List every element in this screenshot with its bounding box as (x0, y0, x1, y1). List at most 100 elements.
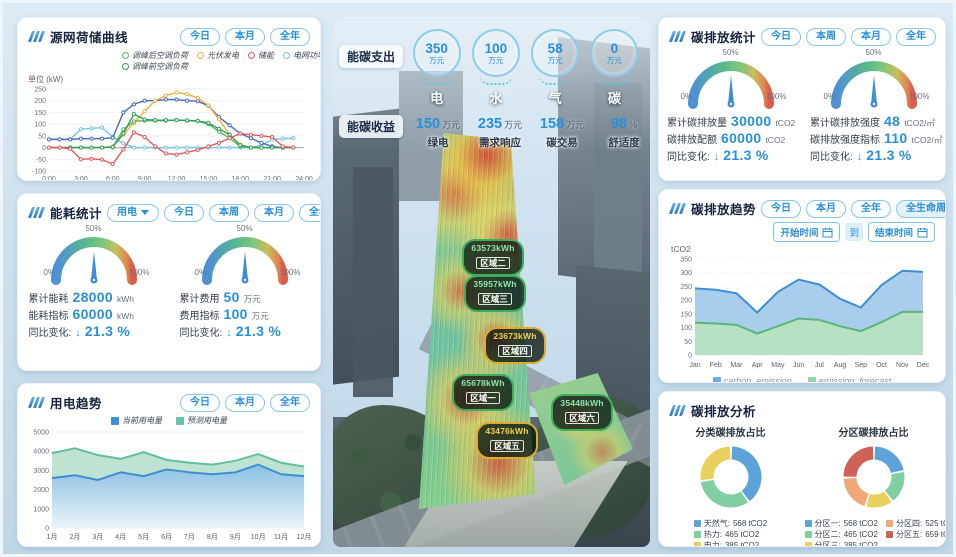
svg-text:9:00: 9:00 (138, 176, 152, 181)
stat-unit: kWh (116, 311, 134, 321)
usage-btn-month[interactable]: 本月 (225, 393, 265, 412)
legend-item[interactable]: 分区四:525 tCO2 (885, 518, 945, 529)
svg-text:3月: 3月 (92, 533, 103, 541)
source-legend: 调峰后空调负荷 光伏发电 储能 电网功率 调峰前空调负荷 (122, 50, 320, 72)
legend-marker-icon (885, 531, 893, 538)
source-btn-year[interactable]: 全年 (270, 27, 310, 46)
income-green-power: 150 万元 绿电 (415, 116, 461, 149)
dotted-arc-icon (538, 74, 573, 85)
legend-item[interactable]: 分区五:659 tCO2 (885, 529, 945, 540)
stat-value: 100 (223, 306, 248, 322)
calendar-icon (822, 227, 833, 237)
energy-btn-week[interactable]: 本周 (209, 203, 250, 222)
zone-label[interactable]: 35448kWh 区域六 (551, 394, 613, 431)
cstats-btn-week[interactable]: 本周 (806, 27, 847, 46)
source-btn-month[interactable]: 本月 (225, 27, 265, 46)
zone-emission-donut: 分区碳排放占比 分区一: 568 tCO2 分区二: 465 tCO2 分区三: 38… (804, 422, 945, 546)
svg-text:350: 350 (680, 257, 692, 264)
zone-name: 区域五 (490, 440, 524, 452)
carbon-emission-gauge: 0% 50% 100% 累计碳排放量 30000 tCO2 碳排放配额 60000 tC… (659, 48, 802, 163)
dotted-arc-icon (597, 74, 632, 85)
dotted-arc-icon (419, 74, 454, 85)
panel-title: 源网荷储曲线 (50, 31, 129, 45)
energy-btn-today[interactable]: 今日 (164, 203, 205, 222)
arrow-down-icon: ↓ (226, 327, 232, 339)
legend-item[interactable]: 电力: 385 tCO2 (693, 540, 767, 546)
zone-label[interactable]: 63573kWh 区域二 (462, 239, 524, 276)
energy-btn-month[interactable]: 本月 (254, 203, 295, 222)
svg-text:100: 100 (680, 325, 692, 332)
income-demand-response: 235 万元 需求响应 (477, 116, 523, 149)
zone-label[interactable]: 65678kWh 区域一 (452, 374, 514, 411)
legend-item[interactable]: 电网功率 (283, 50, 320, 61)
energy-btn-year[interactable]: 全年 (299, 203, 320, 222)
legend-item[interactable]: 调峰前空调负荷 (122, 61, 188, 72)
zone-name: 区域四 (498, 345, 532, 357)
legend-item[interactable]: 分区二: 465 tCO2 (804, 529, 878, 540)
legend-item[interactable]: 储能 (248, 50, 274, 61)
legend-marker-icon (693, 520, 701, 527)
legend-label: emission_forecast (818, 376, 892, 383)
legend-marker-icon (885, 520, 893, 527)
legend-item[interactable]: 天然气: 568 tCO2 (693, 518, 767, 529)
end-date-picker[interactable]: 结束时间 (867, 222, 935, 242)
stat-value: 48 (884, 113, 901, 129)
zone-name: 区域二 (476, 257, 510, 269)
panel-carbon-statistics: 碳排放统计 今日 本周 本月 全年 0% 50% 100% 累计碳排放量 3000… (658, 17, 946, 181)
stat-label: 累计费用 (179, 294, 220, 305)
legend-item[interactable]: 预测用电量 (176, 415, 227, 426)
gauge-scale-50: 50% (236, 224, 253, 233)
ctrend-btn-year[interactable]: 全年 (851, 199, 892, 218)
expense-circle: 100 万元 (471, 29, 520, 77)
legend-item[interactable]: 当前用电量 (111, 415, 162, 426)
legend-item[interactable]: 分区一: 568 tCO2 (804, 518, 878, 529)
cstats-btn-year[interactable]: 全年 (896, 27, 937, 46)
start-date-picker[interactable]: 开始时间 (773, 222, 841, 242)
legend-marker-icon (693, 542, 701, 546)
legend-item[interactable]: emission_forecast (807, 376, 892, 383)
legend-marker-icon (122, 63, 129, 70)
gauge-scale-0: 0% (680, 92, 693, 101)
svg-text:100: 100 (34, 122, 46, 129)
legend-item[interactable]: carbon_emission (712, 376, 792, 382)
legend-label: 调峰后空调负荷 (132, 51, 188, 60)
income-carbon-trade: 158 万元 碳交易 (539, 116, 585, 149)
legend-marker-icon (804, 520, 812, 527)
legend-item[interactable]: 调峰后空调负荷 (122, 50, 188, 61)
stat-label: 累计能耗 (28, 294, 69, 305)
legend-item[interactable]: 光伏发电 (197, 50, 239, 61)
usage-btn-today[interactable]: 今日 (180, 393, 220, 412)
svg-text:50: 50 (684, 339, 692, 346)
legend-item[interactable]: 热力: 465 tCO2 (693, 529, 767, 540)
panel-title: 能耗统计 (50, 207, 103, 221)
panel-carbon-trend: 碳排放趋势 今日 本月 全年 全生命周期 开始时间 到 结束时间 tCO2 0 5… (658, 189, 946, 383)
svg-text:5月: 5月 (138, 533, 149, 541)
zone-label[interactable]: 23673kWh 区域四 (484, 327, 546, 364)
start-date-label: 开始时间 (780, 228, 819, 239)
zone-name: 区域一 (466, 392, 500, 404)
ctrend-btn-month[interactable]: 本月 (806, 199, 847, 218)
cstats-btn-month[interactable]: 本月 (851, 27, 892, 46)
y-axis-unit-label: tCO2 (671, 244, 691, 254)
svg-text:9月: 9月 (230, 533, 241, 541)
cstats-btn-today[interactable]: 今日 (761, 27, 802, 46)
legend-item[interactable]: 分区三: 385 tCO2 (804, 540, 878, 546)
svg-text:Aug: Aug (834, 362, 847, 369)
svg-text:300: 300 (680, 270, 692, 277)
panel-title: 碳排放趋势 (691, 203, 757, 217)
zone-label[interactable]: 43476kWh 区域五 (476, 422, 538, 459)
building-heatmap-view: 能碳支出 350 万元 电 100 万元 水 58 万元 (333, 17, 650, 547)
svg-text:12:00: 12:00 (168, 176, 186, 181)
svg-text:250: 250 (34, 87, 46, 94)
source-btn-today[interactable]: 今日 (180, 27, 220, 46)
energy-type-dropdown[interactable]: 用电 (107, 203, 160, 222)
svg-text:12月: 12月 (297, 533, 312, 541)
ctrend-btn-lifecycle[interactable]: 全生命周期 (896, 199, 945, 218)
svg-text:6:00: 6:00 (106, 176, 120, 181)
svg-text:200: 200 (34, 98, 46, 105)
donut-chart (694, 440, 768, 516)
legend-marker-icon (804, 542, 812, 546)
usage-btn-year[interactable]: 全年 (270, 393, 310, 412)
ctrend-btn-today[interactable]: 今日 (761, 199, 802, 218)
zone-label[interactable]: 35957kWh 区域三 (464, 275, 526, 312)
